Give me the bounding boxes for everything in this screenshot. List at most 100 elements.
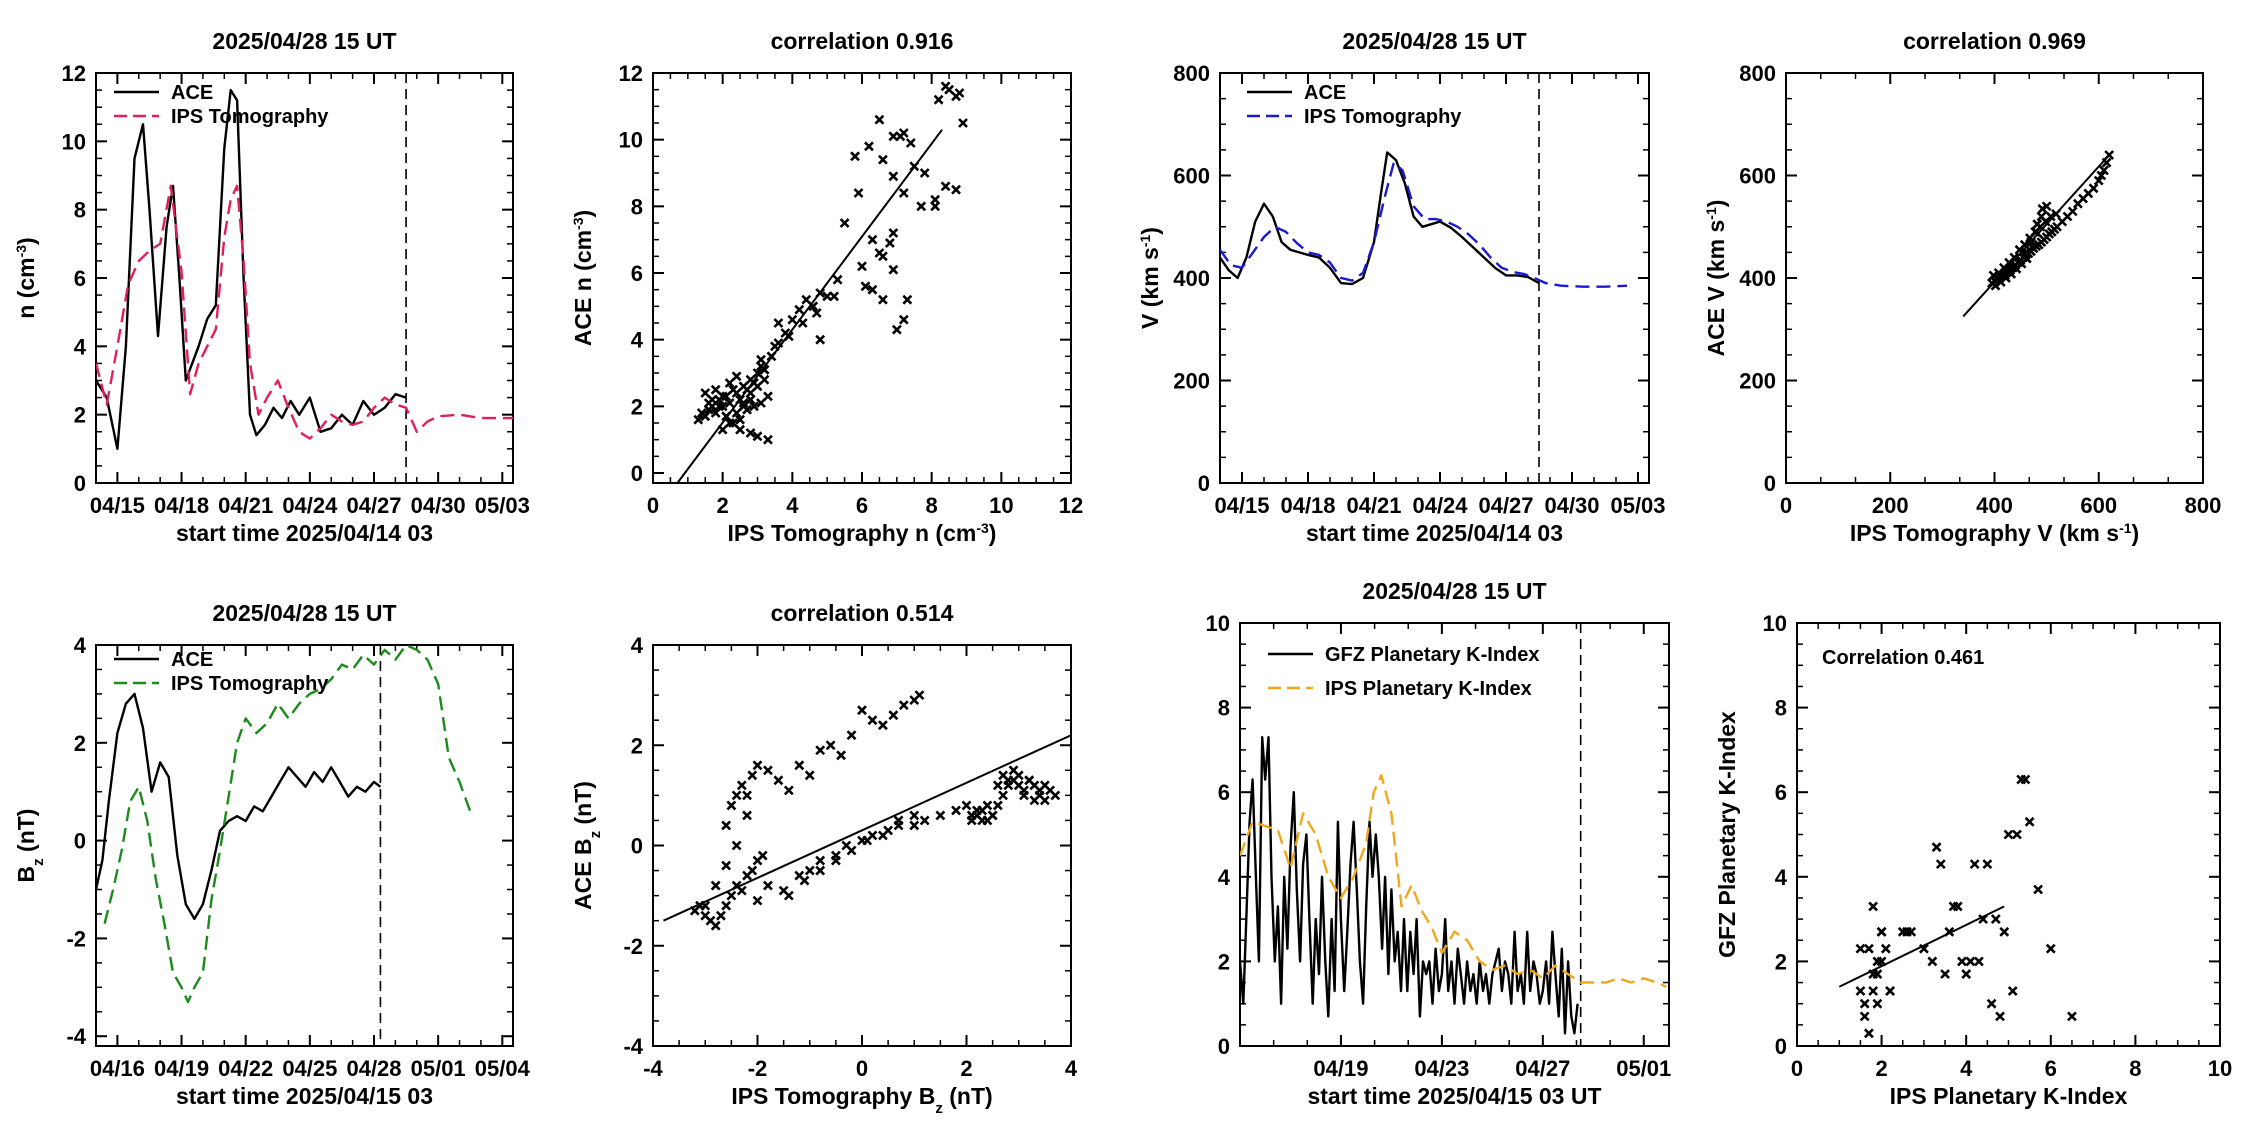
x-axis-label: start time 2025/04/15 03 UT: [1307, 1083, 1601, 1109]
y-tick-label: 800: [1173, 61, 1210, 86]
scatter-point: [700, 388, 711, 398]
y-tick-label: 4: [74, 334, 87, 359]
scatter-point: [745, 394, 756, 405]
x-tick-label: 04/18: [154, 493, 209, 518]
x-tick-label: 4: [786, 493, 799, 518]
legend-label: IPS Planetary K-Index: [1325, 678, 1532, 700]
plot-frame: [652, 644, 1072, 1047]
x-tick-label: 04/30: [1544, 493, 1599, 518]
scatter-point: [2033, 884, 2044, 895]
scatter-point: [867, 234, 878, 245]
scatter-point: [1986, 998, 1997, 1009]
y-tick-label: 2: [631, 394, 643, 419]
chart-title: 2025/04/28 15 UT: [212, 600, 396, 626]
scatter-point: [2099, 165, 2109, 176]
scatter-point: [1855, 943, 1866, 954]
scatter-point: [857, 705, 867, 716]
scatter-point: [710, 880, 721, 891]
legend-label: ACE: [1304, 82, 1346, 104]
x-tick-label: 04/22: [218, 1056, 273, 1081]
scatter-point: [1863, 1028, 1874, 1039]
x-tick-label: 04/21: [218, 493, 273, 518]
series-line-0: [96, 692, 382, 921]
chart-title: correlation 0.969: [1903, 28, 2086, 54]
scatter-point: [783, 331, 794, 342]
x-tick-label: 04/24: [282, 493, 338, 518]
plot-frame: [95, 72, 514, 484]
scatter-point: [773, 775, 784, 786]
y-tick-label: 8: [1218, 696, 1230, 721]
x-tick-label: 05/03: [1610, 493, 1665, 518]
y-axis-label: ACE Bz (nT): [570, 781, 604, 910]
plot-frame: [95, 644, 514, 1047]
y-axis-label: ACE n (cm-3): [570, 210, 596, 346]
scatter-point: [752, 381, 763, 392]
y-axis-label: V (km s-1): [1137, 227, 1163, 329]
y-axis-label: GFZ Planetary K-Index: [1714, 711, 1740, 958]
scatter-point: [1927, 956, 1938, 967]
scatter-point: [898, 314, 909, 325]
x-tick-label: 200: [1872, 493, 1909, 518]
y-tick-label: 8: [631, 194, 643, 219]
x-tick-label: 04/28: [346, 1056, 401, 1081]
x-tick-label: 8: [926, 493, 938, 518]
scatter-point: [1902, 926, 1912, 937]
y-tick-label: 10: [619, 128, 643, 153]
scatter-point: [2021, 253, 2032, 264]
scatter-point: [804, 865, 815, 876]
series-line-0: [96, 88, 407, 450]
x-axis-label: start time 2025/04/14 03: [1306, 520, 1563, 546]
x-tick-label: 05/03: [475, 493, 530, 518]
scatter-point: [742, 810, 752, 821]
chart-title: correlation 0.514: [771, 600, 954, 626]
y-tick-label: 2: [74, 403, 86, 428]
scatter-point: [2007, 986, 2018, 996]
legend-label: IPS Tomography: [1304, 106, 1462, 128]
scatter-point: [752, 895, 763, 906]
scatter-point: [909, 161, 920, 172]
y-tick-label: 200: [1173, 369, 1210, 394]
scatter-point: [951, 184, 961, 195]
scatter-point: [825, 740, 836, 751]
scatter-point: [916, 201, 927, 212]
x-tick-label: 0: [1780, 493, 1792, 518]
scatter-point: [710, 408, 721, 418]
scatter-point: [867, 715, 878, 726]
scatter-point: [888, 171, 899, 182]
x-tick-label: 10: [989, 493, 1013, 518]
scatter-point: [735, 424, 746, 435]
scatter-point: [2045, 211, 2056, 222]
x-tick-label: 04/16: [90, 1056, 145, 1081]
series-line-1: [1240, 774, 1667, 988]
y-tick-label: 4: [74, 633, 87, 658]
scatter-point: [756, 354, 766, 365]
y-tick-label: 8: [74, 198, 86, 223]
y-axis-label: ACE V (km s-1): [1703, 200, 1729, 357]
scatter-point: [829, 291, 840, 302]
scatter-point: [738, 401, 749, 412]
x-tick-label: 04/19: [1313, 1056, 1368, 1081]
scatter-point: [1973, 956, 1984, 967]
x-tick-label: 04/19: [154, 1056, 209, 1081]
scatter-point: [2051, 209, 2061, 219]
chart-p6: correlation 0.514 -4 -2 0 2 4 -4 -2 0 2 4 IPS Tomog…: [570, 600, 1078, 1117]
x-tick-label: 04/18: [1280, 493, 1335, 518]
x-tick-label: 04/24: [1412, 493, 1468, 518]
scatter-point: [2045, 943, 2056, 954]
y-axis-label: Bz (nT): [13, 809, 47, 883]
y-tick-label: 200: [1739, 369, 1776, 394]
scatter-point: [804, 770, 815, 781]
scatter-point: [987, 810, 998, 821]
x-tick-label: 04/30: [411, 493, 466, 518]
scatter-point: [877, 720, 888, 731]
y-tick-label: 0: [631, 834, 643, 859]
y-tick-label: 10: [1763, 611, 1787, 636]
scatter-point: [972, 805, 982, 816]
x-tick-label: 04/25: [282, 1056, 337, 1081]
scatter-point: [717, 401, 728, 412]
scatter-point: [731, 371, 742, 382]
scatter-point: [1965, 956, 1976, 967]
legend-label: ACE: [171, 649, 213, 671]
scatter-point: [742, 790, 752, 801]
scatter-point: [1948, 901, 1959, 912]
